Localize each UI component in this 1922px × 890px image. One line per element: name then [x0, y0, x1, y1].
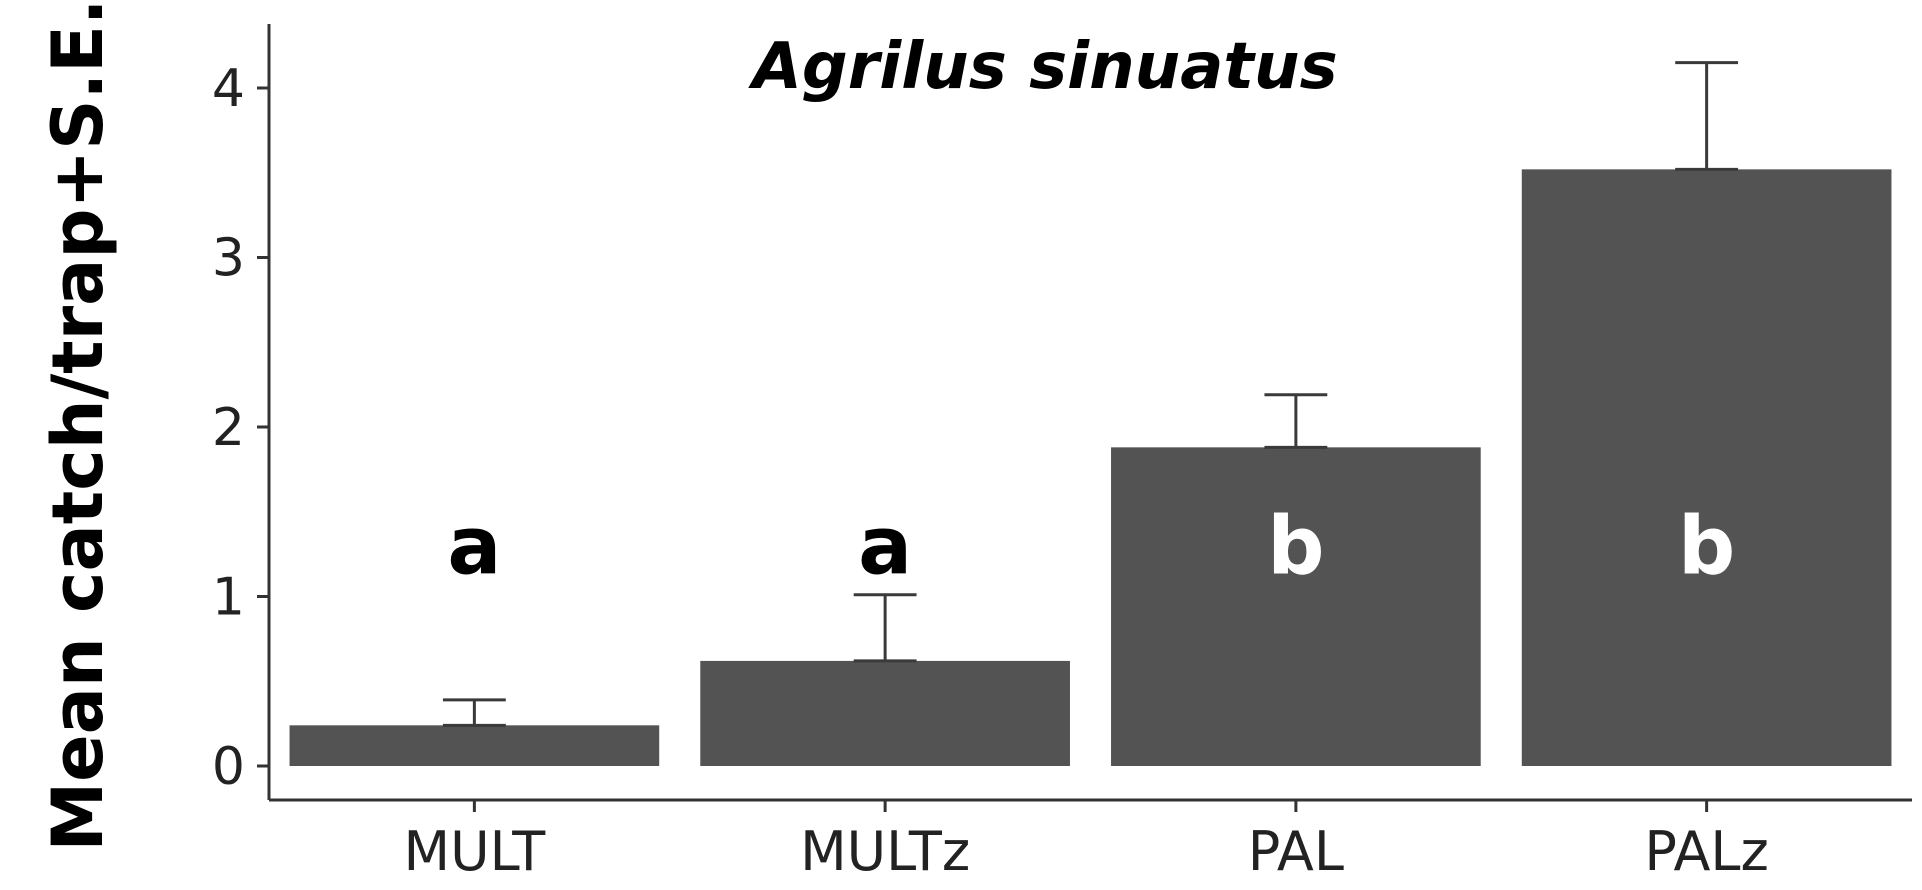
y-tick-label: 4	[212, 59, 245, 119]
y-tick-label: 1	[212, 568, 245, 628]
x-tick-label: MULTz	[800, 820, 970, 883]
x-tick-label: MULT	[404, 820, 547, 883]
y-tick-label: 2	[212, 398, 245, 458]
bars	[289, 169, 1892, 767]
significance-label-pal: b	[1267, 500, 1324, 593]
y-tick-label: 3	[212, 229, 245, 289]
bar-pal	[1111, 447, 1481, 766]
significance-label-palz: b	[1678, 500, 1735, 593]
y-axis-label: Mean catch/trap+S.E.	[37, 0, 119, 852]
y-ticks: 0 1 2 3 4	[212, 59, 269, 797]
bar-palz	[1521, 169, 1892, 767]
bar-multz	[700, 660, 1070, 766]
x-tick-label: PALz	[1644, 820, 1768, 883]
bar-mult	[289, 725, 660, 766]
significance-label-mult: a	[447, 500, 501, 593]
significance-label-multz: a	[858, 500, 912, 593]
x-tick-label: PAL	[1248, 820, 1344, 883]
error-bars	[442, 61, 1739, 727]
x-ticks: MULT MULTz PAL PALz	[404, 800, 1769, 883]
y-tick-label: 0	[212, 737, 245, 797]
chart-title: Agrilus sinuatus	[747, 30, 1337, 104]
